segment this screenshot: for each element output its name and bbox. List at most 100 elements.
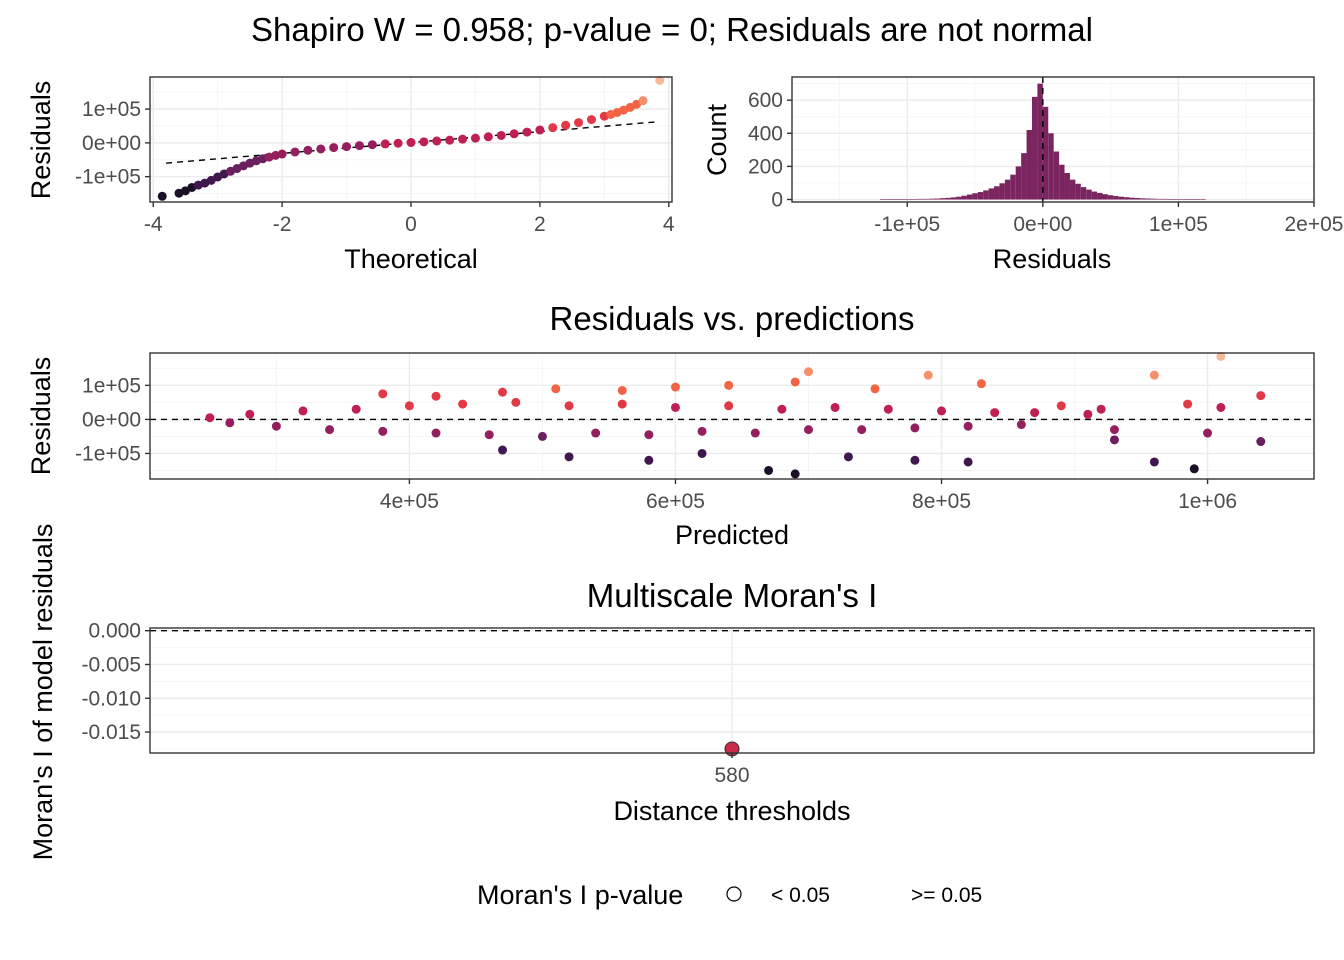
histogram-bar	[1113, 196, 1119, 200]
histogram-bar	[1064, 173, 1070, 200]
qq-point	[432, 136, 442, 146]
histogram-panel-border	[791, 76, 1315, 203]
resid-pred-point	[1056, 401, 1066, 411]
histogram-bar	[923, 198, 929, 200]
qq-ytick-label: 1e+05	[82, 98, 141, 121]
resid-pred-title: Residuals vs. predictions	[550, 300, 915, 337]
qq-point	[380, 139, 390, 149]
resid-pred-point	[724, 380, 734, 390]
resid-pred-point	[910, 455, 920, 465]
qq-point	[354, 141, 364, 151]
qq-grid	[150, 77, 672, 202]
qq-point	[419, 137, 429, 147]
resid-pred-point	[670, 382, 680, 392]
histogram-bar	[1053, 151, 1060, 200]
resid-pred-xtick-label: 1e+06	[1178, 490, 1237, 513]
histogram-bar	[896, 199, 902, 200]
resid-pred-point	[1030, 408, 1040, 418]
resid-pred-point	[1016, 420, 1026, 430]
resid-pred-point	[724, 401, 734, 411]
moran-ticks: 580 0.000 -0.005 -0.010 -0.015	[81, 620, 749, 787]
histogram-bar	[934, 198, 940, 200]
histogram-bar	[994, 186, 1000, 200]
histogram-bar	[885, 199, 891, 200]
histogram-xtick-label: 2e+05	[1285, 213, 1344, 236]
qq-panel: -4 -2 0 2 4 1e+05 0e+00 -1e+05 Theoretical Resi…	[26, 75, 675, 274]
qq-ticks: -4 -2 0 2 4 1e+05 0e+00 -1e+05	[75, 98, 675, 236]
resid-pred-point	[431, 428, 441, 438]
histogram-bar	[1135, 198, 1141, 200]
resid-pred-point	[750, 428, 760, 438]
histogram-bar	[1091, 191, 1098, 200]
resid-pred-point	[1256, 437, 1266, 447]
histogram-bar	[1140, 198, 1146, 200]
histogram-bar	[1086, 189, 1092, 200]
histogram-bar	[1156, 198, 1163, 200]
histogram-bar	[890, 199, 897, 200]
qq-xtick-label: -4	[144, 213, 163, 236]
qq-xtick-label: 4	[663, 213, 675, 236]
resid-pred-point	[644, 455, 654, 465]
resid-pred-grid	[150, 353, 1314, 479]
histogram-ytick-label: 600	[748, 89, 783, 112]
qq-point	[586, 115, 596, 125]
resid-pred-point	[777, 404, 787, 414]
resid-pred-point	[225, 418, 235, 428]
histogram-bar	[1010, 174, 1016, 200]
qq-point	[561, 120, 571, 130]
resid-pred-point	[1256, 391, 1266, 401]
histogram-bar	[945, 197, 951, 200]
histogram-bar	[928, 198, 935, 200]
histogram-xlabel: Residuals	[993, 244, 1112, 274]
resid-pred-panel-border	[149, 352, 1315, 480]
resid-pred-xlabel: Predicted	[675, 520, 789, 550]
histogram-bar	[901, 199, 908, 200]
qq-point	[496, 130, 506, 140]
resid-pred-point	[764, 465, 774, 475]
histogram-ytick-label: 200	[748, 155, 783, 178]
qq-xtick-label: 0	[405, 213, 417, 236]
resid-pred-point	[498, 445, 508, 455]
histogram-bar	[1162, 198, 1168, 200]
histogram-bar	[1059, 164, 1065, 200]
legend-label-nonsig: >= 0.05	[911, 884, 982, 907]
qq-point	[342, 142, 352, 152]
resid-pred-point	[271, 421, 281, 431]
histogram-xtick-label: 0e+00	[1013, 213, 1072, 236]
histogram-bar	[1183, 199, 1190, 200]
resid-pred-point	[937, 406, 947, 416]
resid-pred-point	[963, 457, 973, 467]
qq-point	[509, 129, 519, 139]
resid-pred-point	[843, 452, 853, 462]
resid-pred-point	[1203, 428, 1213, 438]
histogram-bar	[1194, 199, 1201, 200]
histogram-ylabel: Count	[702, 103, 732, 176]
moran-panel: Multiscale Moran's I 580 0.000 -0.005 -0.01…	[28, 524, 1315, 860]
qq-point	[277, 149, 287, 159]
moran-ytick-label: -0.005	[81, 653, 141, 676]
moran-grid	[150, 628, 1314, 753]
histogram-bar	[1015, 166, 1022, 200]
histogram-ticks: -1e+05 0e+00 1e+05 2e+05 0 200 400 600	[748, 89, 1344, 236]
resid-pred-xtick-label: 8e+05	[912, 490, 971, 513]
histogram-xtick-label: 1e+05	[1149, 213, 1208, 236]
qq-point	[574, 118, 584, 128]
moran-title: Multiscale Moran's I	[587, 577, 878, 614]
resid-pred-ytick-label: 0e+00	[82, 408, 141, 431]
resid-pred-point	[551, 384, 561, 394]
histogram-bar	[1129, 197, 1136, 200]
resid-pred-point	[498, 387, 508, 397]
resid-pred-point	[511, 397, 521, 407]
histogram-bar	[1102, 194, 1108, 200]
histogram-bar	[1037, 83, 1043, 200]
qq-point	[655, 75, 665, 85]
histogram-bar	[977, 192, 984, 200]
resid-pred-points	[205, 351, 1266, 479]
resid-pred-ytick-label: -1e+05	[75, 442, 141, 465]
legend-label-sig: < 0.05	[771, 884, 830, 907]
resid-pred-point	[617, 385, 627, 395]
resid-pred-point	[1183, 399, 1193, 409]
resid-pred-point	[1096, 404, 1106, 414]
histogram-bar	[961, 195, 967, 200]
resid-pred-point	[644, 430, 654, 440]
